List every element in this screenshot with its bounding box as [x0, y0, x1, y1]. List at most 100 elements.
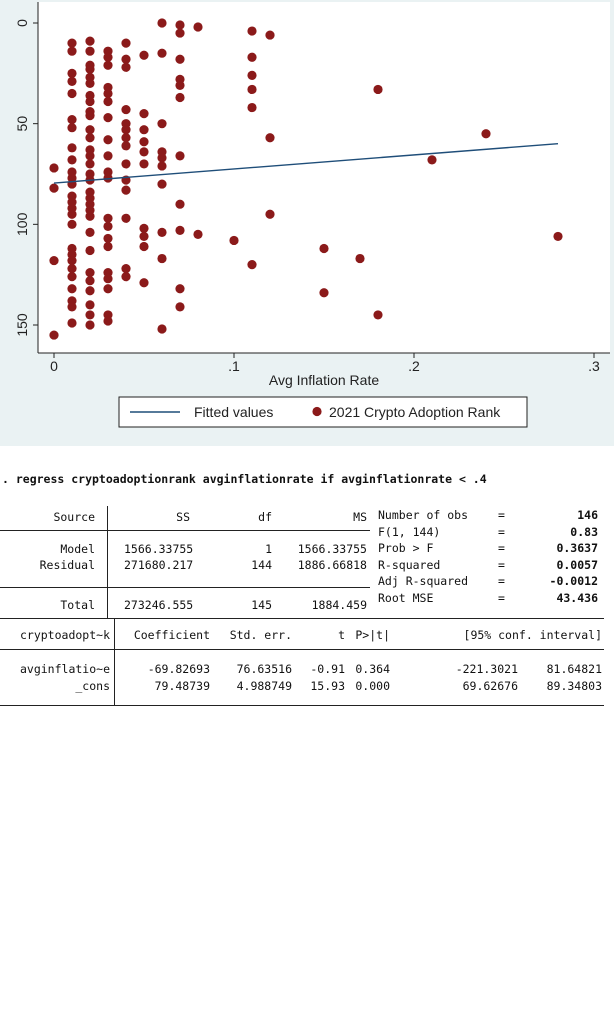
data-point [139, 231, 149, 242]
stat-label: Adj R-squared [378, 574, 469, 588]
coef-header-p: P>|t| [355, 628, 390, 642]
data-point [175, 80, 185, 91]
stat-value: 146 [577, 508, 598, 522]
data-point [121, 38, 131, 48]
data-point [373, 310, 383, 320]
data-point [157, 153, 167, 163]
data-point [157, 119, 167, 129]
data-point [67, 318, 77, 328]
data-point [247, 260, 257, 270]
anova-header-df: df [258, 510, 272, 524]
data-point [103, 151, 113, 161]
stat-equals: = [498, 541, 505, 555]
data-point [67, 264, 77, 274]
y-tick-label: 100 [14, 212, 30, 236]
data-point [175, 20, 185, 30]
stat-value: 43.436 [556, 590, 598, 605]
data-point [427, 155, 437, 165]
data-point [49, 163, 59, 173]
data-point [103, 60, 113, 70]
data-point [67, 76, 77, 86]
data-point [85, 268, 95, 278]
data-point [121, 133, 131, 143]
data-point [373, 84, 383, 95]
data-point [85, 151, 95, 161]
data-point [139, 278, 149, 288]
coef-cons-hi: 89.34803 [546, 679, 602, 693]
data-point [229, 235, 239, 246]
data-point [157, 227, 167, 237]
coef-column-divider [114, 618, 115, 706]
anova-residual-ss: 271680.217 [124, 558, 194, 572]
data-point [85, 276, 95, 286]
coef-table: cryptoadopt~k Coefficient Std. err. t P>… [0, 618, 610, 738]
anova-total-rule [0, 587, 370, 588]
data-point [553, 231, 563, 242]
data-point [175, 28, 185, 38]
stat-label: R-squared [378, 557, 441, 572]
data-point [67, 272, 77, 282]
anova-model-source: Model [60, 542, 95, 556]
data-point [157, 179, 167, 189]
data-point [85, 300, 95, 310]
data-point [85, 159, 95, 169]
data-point [85, 46, 95, 56]
anova-model-ms: 1566.33755 [297, 542, 367, 556]
data-point [85, 125, 95, 135]
data-point [49, 255, 59, 266]
data-point [85, 310, 95, 320]
data-point [247, 102, 257, 113]
model-stats: Number of obs = 146 F(1, 144) = 0.83 Prob > F =… [378, 500, 608, 620]
data-point [49, 330, 59, 340]
scatter-chart: 0 .1 .2 .3 0 50 100 150 Avg Inflation Rate Fitted… [14, 2, 610, 428]
coef-cons-var: _cons [75, 679, 110, 693]
coef-cons-t: 15.93 [310, 679, 345, 693]
data-point [67, 219, 77, 229]
coef-header-coefficient: Coefficient [133, 628, 210, 642]
data-point [85, 320, 95, 330]
data-point [85, 111, 95, 121]
coef-avginflation-lo: -221.3021 [455, 662, 518, 676]
data-point [157, 48, 167, 58]
data-point [139, 147, 149, 157]
data-point [175, 284, 185, 294]
legend-marker-swatch [312, 406, 322, 417]
coef-avginflation-coef: -69.82693 [147, 662, 210, 676]
data-point [67, 143, 77, 153]
anova-header-ss: SS [176, 510, 190, 524]
data-point [355, 253, 365, 264]
data-point [103, 135, 113, 145]
coef-top-rule [0, 618, 604, 619]
stat-label: Root MSE [378, 590, 434, 605]
data-point [175, 54, 185, 64]
data-point [121, 104, 131, 115]
coef-cons-lo: 69.62676 [462, 679, 518, 693]
stat-equals: = [498, 508, 505, 522]
y-tick-label: 150 [14, 313, 30, 337]
stat-value: 0.0057 [556, 557, 598, 572]
data-point [103, 52, 113, 62]
data-point [247, 26, 257, 36]
data-point [157, 324, 167, 334]
stat-value: 0.83 [570, 524, 598, 539]
data-point [319, 243, 329, 254]
data-point [139, 109, 149, 119]
data-point [103, 88, 113, 99]
coef-bottom-rule [0, 705, 604, 706]
coef-avginflation-var: avginflatio~e [19, 662, 110, 676]
stat-equals: = [498, 557, 505, 572]
coef-cons-coef: 79.48739 [154, 679, 210, 693]
data-point [139, 50, 149, 60]
data-point [121, 272, 131, 282]
anova-residual-ms: 1886.66818 [297, 558, 367, 572]
data-point [121, 54, 131, 64]
data-point [103, 173, 113, 183]
data-point [139, 125, 149, 135]
data-point [67, 302, 77, 312]
data-point [121, 141, 131, 151]
data-point [139, 241, 149, 252]
data-point [85, 96, 95, 107]
data-point [139, 137, 149, 147]
coef-depvar: cryptoadopt~k [19, 628, 110, 642]
data-point [67, 123, 77, 133]
